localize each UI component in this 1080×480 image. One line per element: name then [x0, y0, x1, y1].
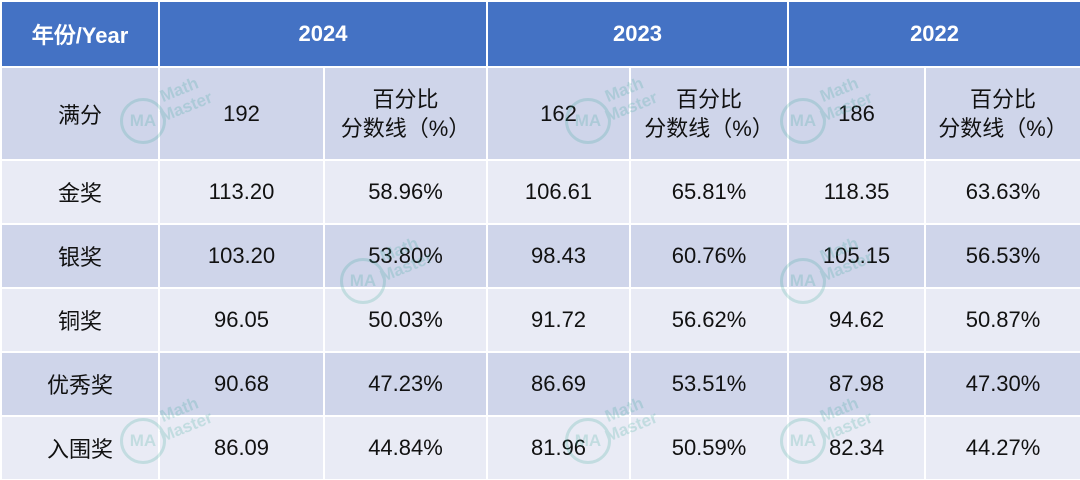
row-label: 银奖 [0, 223, 160, 289]
table-cell: 50.59% [629, 415, 790, 480]
table-row: 金奖 113.20 58.96% 106.61 65.81% 118.35 63… [0, 159, 1080, 225]
table-cell: 91.72 [486, 287, 632, 353]
table-cell: 53.51% [629, 351, 790, 417]
table-cell: 56.53% [924, 223, 1080, 289]
percent-header-line2: 分数线（%） [644, 115, 774, 141]
full-score-value: 186 [787, 66, 927, 161]
table-cell: 63.63% [924, 159, 1080, 225]
table-cell: 106.61 [486, 159, 632, 225]
table-cell: 98.43 [486, 223, 632, 289]
percent-header-line1: 百分比 [372, 86, 439, 112]
full-score-value: 192 [158, 66, 325, 161]
table-cell: 50.87% [924, 287, 1080, 353]
row-label: 金奖 [0, 159, 160, 225]
year-header-2023: 2023 [486, 0, 790, 68]
table-cell: 103.20 [158, 223, 325, 289]
year-header-2022: 2022 [787, 0, 1080, 68]
row-label: 优秀奖 [0, 351, 160, 417]
table-cell: 118.35 [787, 159, 927, 225]
table-row: 优秀奖 90.68 47.23% 86.69 53.51% 87.98 47.3… [0, 351, 1080, 417]
table-cell: 81.96 [486, 415, 632, 480]
row-label: 铜奖 [0, 287, 160, 353]
table-cell: 90.68 [158, 351, 325, 417]
full-score-row: 满分 192 百分比分数线（%） 162 百分比分数线（%） 186 百分比分数… [0, 66, 1080, 161]
full-score-value: 162 [486, 66, 632, 161]
table-cell: 50.03% [322, 287, 489, 353]
table-row: 银奖 103.20 53.80% 98.43 60.76% 105.15 56.… [0, 223, 1080, 289]
table-cell: 44.84% [322, 415, 489, 480]
table-cell: 56.62% [629, 287, 790, 353]
table-cell: 44.27% [924, 415, 1080, 480]
table-cell: 87.98 [787, 351, 927, 417]
row-label: 入围奖 [0, 415, 160, 480]
row-label: 满分 [0, 66, 160, 161]
table-row: 入围奖 86.09 44.84% 81.96 50.59% 82.34 44.2… [0, 415, 1080, 480]
percent-header-line1: 百分比 [676, 86, 743, 112]
percent-header-cell: 百分比分数线（%） [924, 66, 1080, 161]
percent-header-cell: 百分比分数线（%） [322, 66, 489, 161]
table-cell: 60.76% [629, 223, 790, 289]
table-cell: 53.80% [322, 223, 489, 289]
table-cell: 94.62 [787, 287, 927, 353]
table-cell: 47.30% [924, 351, 1080, 417]
table-cell: 82.34 [787, 415, 927, 480]
table-cell: 58.96% [322, 159, 489, 225]
table-cell: 65.81% [629, 159, 790, 225]
table-cell: 47.23% [322, 351, 489, 417]
table-cell: 113.20 [158, 159, 325, 225]
percent-header-cell: 百分比分数线（%） [629, 66, 790, 161]
year-corner-header: 年份/Year [0, 0, 160, 68]
table-cell: 96.05 [158, 287, 325, 353]
percent-header-line2: 分数线（%） [938, 115, 1068, 141]
table-cell: 86.09 [158, 415, 325, 480]
table-cell: 86.69 [486, 351, 632, 417]
year-header-2024: 2024 [157, 0, 489, 68]
percent-header-line2: 分数线（%） [340, 115, 471, 141]
table-row: 铜奖 96.05 50.03% 91.72 56.62% 94.62 50.87… [0, 287, 1080, 353]
percent-header-line1: 百分比 [970, 86, 1037, 112]
table-cell: 105.15 [787, 223, 927, 289]
header-row: 年份/Year 2024 2023 2022 [0, 0, 1080, 68]
